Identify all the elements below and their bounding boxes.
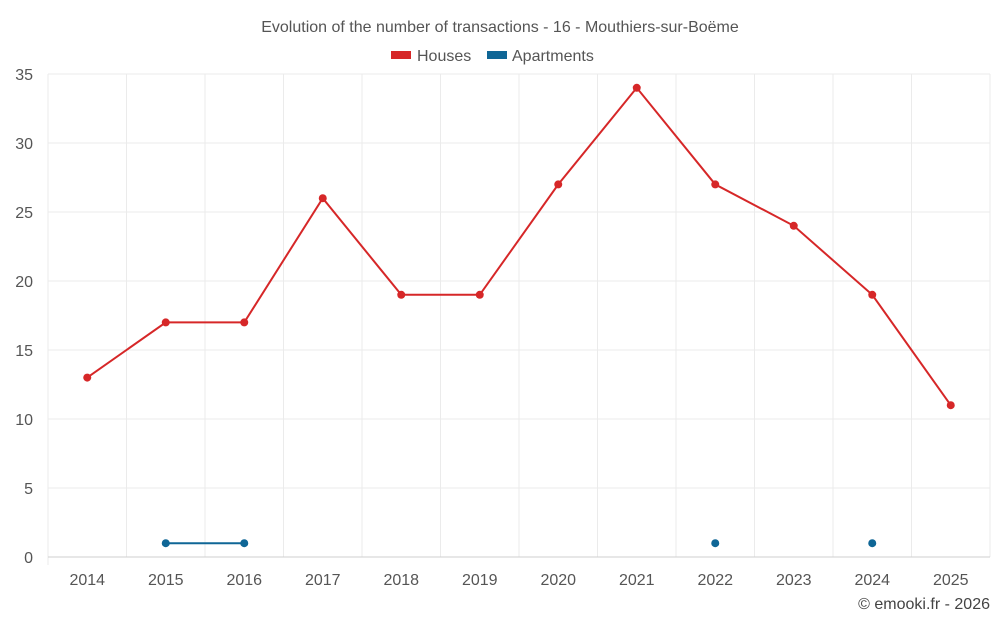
x-tick-label: 2023: [776, 572, 812, 589]
data-point-apartments[interactable]: [868, 539, 877, 548]
grid: [47, 73, 991, 565]
x-tick-label: 2019: [462, 572, 498, 589]
legend: Houses Apartments: [391, 48, 594, 65]
series-line-houses: [86, 86, 952, 406]
data-point-houses[interactable]: [318, 194, 327, 203]
credit-text: © emooki.fr - 2026: [858, 596, 990, 613]
y-axis-ticks: 0 5 10 15 20 25 30 35: [15, 67, 33, 567]
data-point-houses[interactable]: [83, 373, 92, 382]
data-point-houses[interactable]: [554, 180, 563, 189]
data-point-houses[interactable]: [240, 318, 249, 327]
series: [83, 83, 955, 548]
x-tick-label: 2020: [540, 572, 576, 589]
x-tick-label: 2025: [933, 572, 969, 589]
data-point-houses[interactable]: [946, 401, 955, 410]
legend-label-apartments: Apartments: [512, 48, 594, 65]
x-tick-label: 2021: [619, 572, 655, 589]
series-apartments: [161, 539, 877, 548]
data-point-houses[interactable]: [161, 318, 170, 327]
x-axis-ticks: 2014 2015 2016 2017 2018 2019 2020 2021 2022 2023…: [69, 572, 968, 589]
chart-title: Evolution of the number of transactions …: [261, 19, 739, 36]
legend-swatch-houses: [391, 51, 411, 59]
x-tick-label: 2017: [305, 572, 341, 589]
y-tick-label: 5: [24, 481, 33, 498]
data-point-apartments[interactable]: [711, 539, 720, 548]
x-tick-label: 2024: [854, 572, 890, 589]
x-tick-label: 2014: [69, 572, 105, 589]
y-tick-label: 10: [15, 412, 33, 429]
y-tick-label: 25: [15, 205, 33, 222]
x-tick-label: 2016: [226, 572, 262, 589]
y-tick-label: 0: [24, 550, 33, 567]
data-point-houses[interactable]: [397, 290, 406, 299]
data-point-houses[interactable]: [632, 83, 641, 92]
data-point-houses[interactable]: [789, 221, 798, 230]
data-point-houses[interactable]: [868, 290, 877, 299]
legend-swatch-apartments: [487, 51, 507, 59]
y-tick-label: 30: [15, 136, 33, 153]
legend-item-houses[interactable]: Houses: [391, 48, 471, 65]
legend-label-houses: Houses: [417, 48, 471, 65]
data-point-apartments[interactable]: [161, 539, 170, 548]
data-point-apartments[interactable]: [240, 539, 249, 548]
x-tick-label: 2018: [383, 572, 419, 589]
x-tick-label: 2015: [148, 572, 184, 589]
y-tick-label: 35: [15, 67, 33, 84]
legend-item-apartments[interactable]: Apartments: [487, 48, 594, 65]
y-tick-label: 20: [15, 274, 33, 291]
data-point-houses[interactable]: [475, 290, 484, 299]
x-tick-label: 2022: [697, 572, 733, 589]
series-houses: [83, 83, 955, 410]
y-tick-label: 15: [15, 343, 33, 360]
data-point-houses[interactable]: [711, 180, 720, 189]
